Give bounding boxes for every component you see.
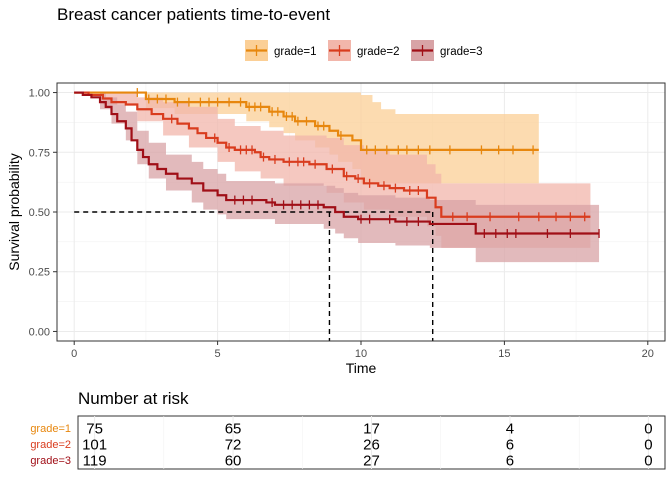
y-tick-label: 0.00 — [29, 326, 50, 338]
y-tick-label: 0.25 — [29, 267, 50, 279]
risk-value: 60 — [225, 453, 242, 470]
y-tick-label: 0.50 — [29, 207, 50, 219]
risk-row-label: grade=1 — [30, 423, 71, 435]
chart-title: Breast cancer patients time-to-event — [57, 5, 330, 24]
confidence-band — [74, 92, 600, 263]
x-axis: 0 5 10 15 20 — [71, 341, 654, 360]
survival-curve — [74, 91, 539, 151]
censor-marks — [136, 88, 600, 238]
x-tick-label: 5 — [215, 348, 221, 360]
risk-value: 0 — [644, 453, 652, 470]
x-tick-label: 0 — [71, 348, 77, 360]
risk-value: 75 — [86, 421, 103, 438]
legend-label: grade=1 — [274, 46, 317, 58]
risk-value: 0 — [644, 437, 652, 454]
x-tick-label: 20 — [642, 348, 654, 360]
survival-curve — [74, 91, 591, 218]
y-tick-label: 1.00 — [29, 88, 50, 100]
risk-value: 26 — [363, 437, 380, 454]
risk-table-title: Number at risk — [78, 389, 189, 408]
risk-value: 65 — [225, 421, 242, 438]
x-tick-label: 10 — [355, 348, 367, 360]
x-axis-label: Time — [346, 360, 377, 376]
risk-value: 4 — [506, 421, 514, 438]
survival-curve — [74, 91, 600, 235]
risk-value: 0 — [644, 421, 652, 438]
risk-row-label: grade=3 — [30, 455, 71, 467]
risk-value: 17 — [363, 421, 380, 438]
risk-value: 6 — [506, 453, 514, 470]
legend: grade=1 grade=2 grade=3 — [245, 40, 483, 61]
y-axis-label: Survival probability — [6, 153, 22, 271]
risk-row-label: grade=2 — [30, 439, 71, 451]
y-tick-label: 0.75 — [29, 147, 50, 159]
median-survival-lines — [74, 211, 434, 341]
survival-curves — [74, 91, 600, 235]
legend-label: grade=3 — [440, 46, 483, 58]
legend-label: grade=2 — [357, 46, 400, 58]
risk-value: 6 — [506, 437, 514, 454]
risk-value: 119 — [83, 453, 107, 470]
risk-value: 72 — [225, 437, 242, 454]
x-tick-label: 15 — [498, 348, 510, 360]
risk-value: 101 — [82, 437, 107, 454]
risk-value: 27 — [363, 453, 380, 470]
y-axis: 0.00 0.25 0.50 0.75 1.00 — [29, 88, 57, 338]
